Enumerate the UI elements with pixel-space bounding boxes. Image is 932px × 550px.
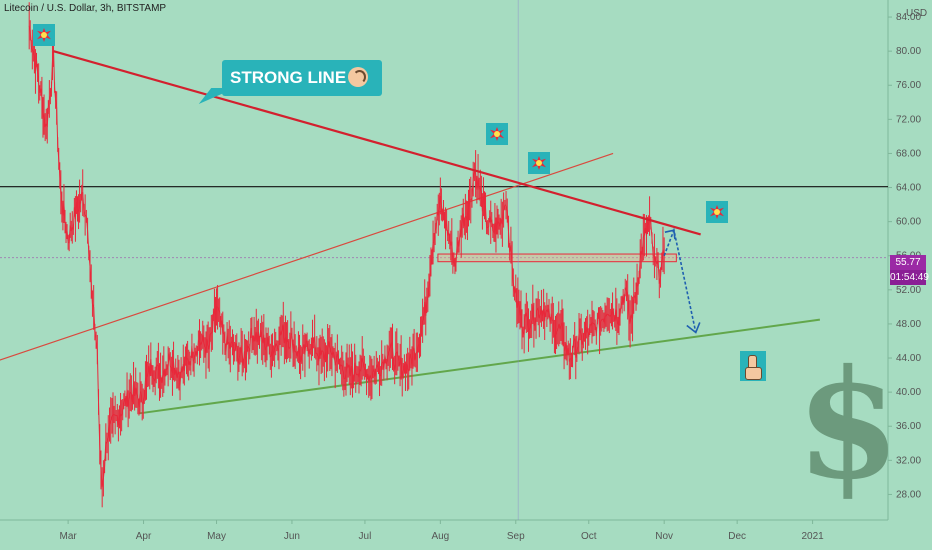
- chart-title: Litecoin / U.S. Dollar, 3h, BITSTAMP: [4, 3, 167, 14]
- x-tick-label: Jun: [284, 531, 300, 542]
- y-tick-label: 52.00: [896, 285, 921, 296]
- last-price-badge: 55.77: [890, 255, 926, 270]
- forecast-arrowhead: [664, 229, 676, 240]
- y-tick-label: 44.00: [896, 353, 921, 364]
- y-tick-label: 40.00: [896, 387, 921, 398]
- x-tick-label: Jul: [359, 531, 372, 542]
- x-tick-label: Sep: [507, 531, 525, 542]
- x-tick-label: 2021: [801, 531, 824, 542]
- pointing-hand-icon: [740, 351, 766, 381]
- y-tick-label: 48.00: [896, 319, 921, 330]
- x-tick-label: Nov: [655, 531, 673, 542]
- rising-trendline: [0, 152, 614, 361]
- y-tick-label: 72.00: [896, 114, 921, 125]
- forecast-arrow: [663, 227, 697, 333]
- x-tick-label: Mar: [60, 531, 78, 542]
- countdown-badge: 01:54:49: [890, 270, 929, 285]
- flexed-biceps-icon: [348, 67, 368, 87]
- explosion-icon: [706, 201, 728, 223]
- y-tick-label: 76.00: [896, 80, 921, 91]
- x-tick-label: Dec: [728, 531, 746, 542]
- y-tick-label: 68.00: [896, 148, 921, 159]
- dollar-sign-icon: $: [796, 337, 901, 513]
- support-trendline: [138, 318, 821, 415]
- x-tick-label: May: [207, 531, 226, 542]
- price-zone-box: [437, 253, 677, 263]
- y-tick-label: 80.00: [896, 46, 921, 57]
- y-tick-label: 32.00: [896, 455, 921, 466]
- y-tick-label: 36.00: [896, 421, 921, 432]
- price-series: [28, 25, 665, 488]
- y-tick-label: 28.00: [896, 489, 921, 500]
- y-tick-label: 64.00: [896, 183, 921, 194]
- resistance-trendline: [53, 50, 701, 236]
- explosion-icon: [486, 123, 508, 145]
- explosion-icon: [528, 152, 550, 174]
- forecast-arrowhead: [686, 322, 701, 334]
- x-tick-label: Apr: [136, 531, 152, 542]
- y-tick-label: 60.00: [896, 217, 921, 228]
- currency-label: USD: [906, 8, 927, 19]
- x-tick-label: Aug: [431, 531, 449, 542]
- x-tick-label: Oct: [581, 531, 597, 542]
- explosion-icon: [33, 24, 55, 46]
- y-tick-label: 84.00: [896, 12, 921, 23]
